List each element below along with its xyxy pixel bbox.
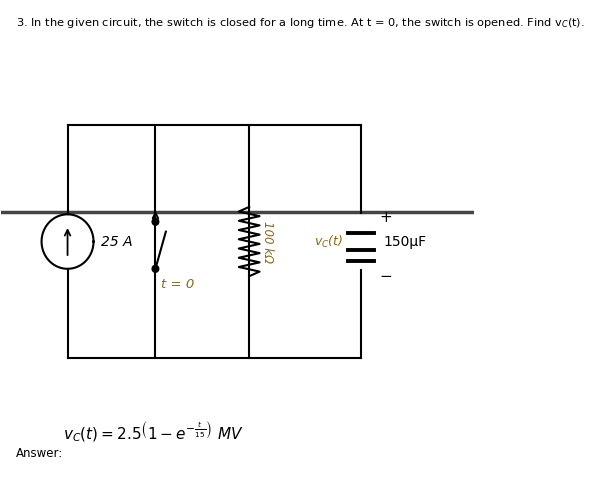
Circle shape [152,265,159,272]
Text: $v_C$(t): $v_C$(t) [313,234,343,249]
Text: t = 0: t = 0 [161,278,194,291]
Text: $v_C(t) = 2.5\left(1-e^{-\frac{t}{15}}\right)\ MV$: $v_C(t) = 2.5\left(1-e^{-\frac{t}{15}}\r… [63,420,244,444]
Text: 100 kΩ: 100 kΩ [260,221,274,262]
Text: 25 A: 25 A [101,235,132,249]
Text: 3. In the given circuit, the switch is closed for a long time. At t = 0, the swi: 3. In the given circuit, the switch is c… [15,16,584,30]
Circle shape [152,218,159,225]
Text: 150μF: 150μF [383,235,426,249]
Text: +: + [379,210,392,225]
Text: Answer:: Answer: [15,447,63,460]
Text: −: − [379,269,392,284]
